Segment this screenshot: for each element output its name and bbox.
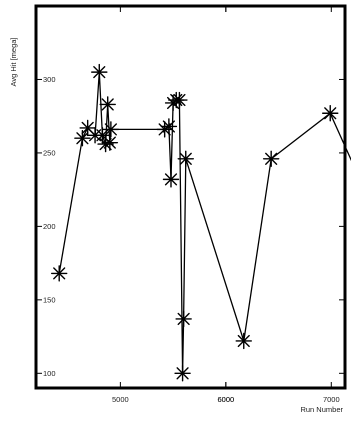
data-point-marker	[91, 63, 108, 81]
data-point-marker	[235, 332, 252, 350]
data-point-marker	[51, 265, 68, 282]
data-point-marker	[102, 121, 120, 138]
y-tick-label: 100	[43, 369, 56, 378]
data-point-marker	[101, 134, 119, 151]
data-point-marker	[160, 118, 178, 135]
y-tick-label: 200	[43, 222, 56, 231]
data-point-marker	[174, 365, 191, 382]
x-axis-label: Run Number	[300, 405, 343, 414]
data-point-marker	[262, 150, 280, 168]
y-tick-label: 250	[43, 148, 56, 157]
y-tick-label: 300	[43, 75, 56, 84]
data-point-marker	[99, 96, 116, 113]
y-axis-label: Avg Hit [mega]	[9, 37, 18, 86]
data-point-marker	[156, 121, 173, 138]
data-point-marker	[322, 105, 339, 122]
x-tick-label: 6000	[217, 395, 234, 404]
data-point-marker	[162, 171, 180, 188]
x-tick-label: 7000	[323, 395, 340, 404]
y-tick-label: 150	[43, 295, 56, 304]
data-point-marker	[171, 91, 188, 109]
data-point-marker	[175, 310, 192, 328]
plot-frame	[34, 4, 347, 390]
series-line	[58, 72, 351, 374]
x-tick-label: 5000	[112, 395, 129, 404]
x-tick-label: 6000	[217, 395, 234, 404]
data-point-marker	[177, 150, 194, 168]
